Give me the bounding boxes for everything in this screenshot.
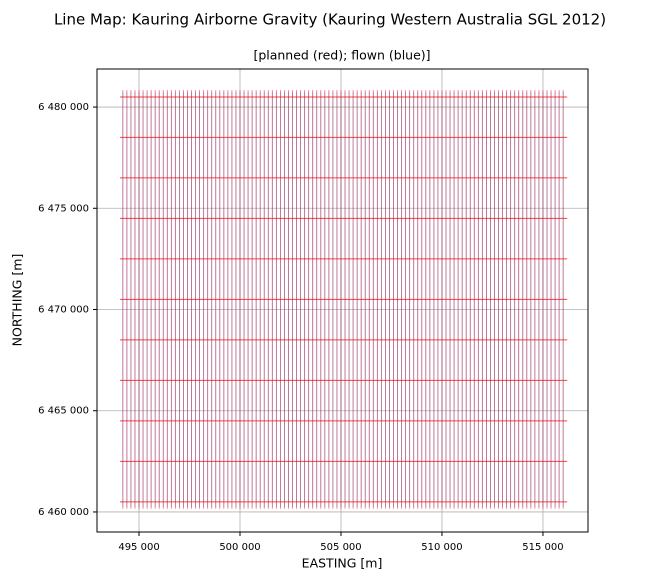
y-tick-label: 6 475 000 [38, 203, 89, 214]
y-tick-label: 6 460 000 [38, 507, 89, 518]
y-axis-label: NORTHING [m] [10, 254, 25, 347]
plot-area [97, 69, 588, 532]
x-tick-label: 505 000 [320, 542, 361, 553]
x-axis-label: EASTING [m] [302, 556, 383, 571]
chart-subtitle: [planned (red); flown (blue)] [253, 48, 430, 63]
chart-title: Line Map: Kauring Airborne Gravity (Kaur… [54, 11, 606, 29]
y-tick-label: 6 470 000 [38, 305, 89, 316]
x-tick-label: 515 000 [522, 542, 563, 553]
axes-frame [96, 68, 589, 533]
y-tick-label: 6 465 000 [38, 406, 89, 417]
x-tick-label: 500 000 [219, 542, 260, 553]
y-tick-label: 6 480 000 [38, 102, 89, 113]
x-tick-label: 510 000 [421, 542, 462, 553]
x-tick-label: 495 000 [118, 542, 159, 553]
